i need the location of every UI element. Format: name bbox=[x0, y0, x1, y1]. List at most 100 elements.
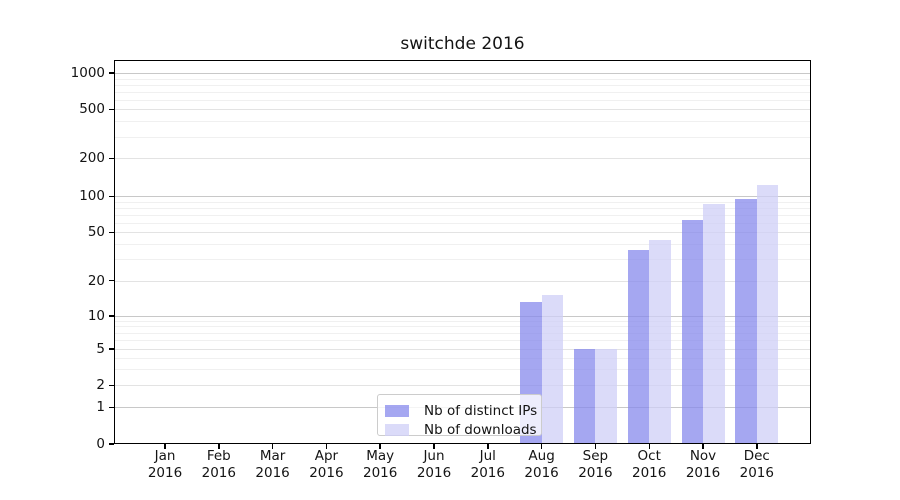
bar-oct-distinct-ips bbox=[627, 249, 650, 444]
y-axis-label-500: 500 bbox=[79, 101, 105, 118]
x-axis-label-feb: Feb 2016 bbox=[187, 448, 251, 481]
x-axis-label-year: 2016 bbox=[255, 464, 290, 481]
x-axis-label-month: Jul bbox=[479, 448, 496, 464]
gridline-y-3 bbox=[114, 369, 811, 371]
y-tick-1 bbox=[109, 406, 114, 409]
gridline-y-8 bbox=[114, 326, 811, 328]
gridline-y-90 bbox=[114, 201, 811, 203]
x-axis-label-month: Sep bbox=[582, 448, 609, 464]
x-tick-apr bbox=[325, 444, 328, 449]
y-axis-label-10: 10 bbox=[87, 307, 105, 324]
y-axis-label-20: 20 bbox=[87, 272, 105, 289]
y-axis-label-0: 0 bbox=[96, 436, 105, 452]
x-axis-label-jun: Jun 2016 bbox=[402, 448, 466, 481]
x-axis-label-month: Oct bbox=[637, 448, 661, 464]
gridline-y-30 bbox=[114, 259, 811, 261]
y-tick-50 bbox=[109, 231, 114, 234]
gridline-y-6 bbox=[114, 340, 811, 342]
x-axis-label-dec: Dec 2016 bbox=[725, 448, 789, 481]
y-tick-2 bbox=[109, 384, 114, 386]
gridline-y-50 bbox=[114, 232, 811, 234]
gridline-y-700 bbox=[114, 91, 811, 93]
x-tick-oct bbox=[648, 444, 650, 449]
x-tick-aug bbox=[540, 444, 543, 449]
x-axis-label-year: 2016 bbox=[685, 464, 721, 481]
x-axis-label-year: 2016 bbox=[309, 464, 344, 481]
x-tick-jul bbox=[487, 444, 489, 449]
legend: Nb of distinct IPs Nb of downloads bbox=[377, 394, 542, 438]
y-tick-1000 bbox=[109, 72, 114, 74]
y-tick-100 bbox=[109, 195, 114, 198]
gridline-y-40 bbox=[114, 244, 811, 246]
x-axis-label-month: Aug bbox=[528, 448, 555, 464]
x-axis-label-month: Jan bbox=[154, 448, 176, 464]
gridline-y-400 bbox=[114, 121, 811, 123]
x-axis-label-nov: Nov 2016 bbox=[671, 448, 735, 481]
x-axis-label-year: 2016 bbox=[632, 464, 667, 481]
y-tick-200 bbox=[109, 157, 114, 160]
y-axis-label-100: 100 bbox=[79, 188, 105, 205]
y-axis-label-2: 2 bbox=[96, 377, 105, 394]
x-tick-may bbox=[379, 444, 381, 449]
x-axis-label-month: Dec bbox=[743, 448, 770, 464]
gridline-y-60 bbox=[114, 222, 811, 224]
x-tick-jan bbox=[164, 444, 166, 449]
x-tick-mar bbox=[271, 444, 274, 449]
x-axis-label-month: Jun bbox=[423, 448, 445, 464]
bar-sep-downloads bbox=[595, 349, 617, 444]
y-axis-label-1000: 1000 bbox=[70, 65, 105, 81]
gridline-y-1000 bbox=[114, 73, 811, 74]
chart-title: switchde 2016 bbox=[400, 34, 525, 54]
y-axis-label-5: 5 bbox=[96, 341, 105, 357]
x-axis-label-year: 2016 bbox=[739, 464, 774, 481]
x-axis-label-year: 2016 bbox=[470, 464, 505, 481]
gridline-y-4 bbox=[114, 357, 811, 359]
gridline-y-100 bbox=[114, 196, 811, 198]
x-axis-label-oct: Oct 2016 bbox=[617, 448, 681, 481]
bar-dec-distinct-ips bbox=[735, 199, 757, 444]
gridline-y-300 bbox=[114, 136, 811, 138]
gridline-y-10 bbox=[114, 315, 811, 317]
x-axis-label-year: 2016 bbox=[147, 464, 183, 481]
y-tick-500 bbox=[109, 108, 114, 111]
gridline-y-5 bbox=[114, 349, 811, 350]
x-axis-label-year: 2016 bbox=[578, 464, 613, 481]
x-axis-label-mar: Mar 2016 bbox=[241, 448, 305, 481]
y-axis-label-1: 1 bbox=[96, 399, 105, 416]
gridline-y-70 bbox=[114, 214, 811, 216]
x-tick-feb bbox=[218, 444, 220, 449]
gridline-y-900 bbox=[114, 78, 811, 80]
x-axis-label-may: May 2016 bbox=[348, 448, 412, 481]
gridline-y-20 bbox=[114, 280, 811, 282]
x-tick-nov bbox=[702, 444, 704, 449]
legend-item-distinct-ips: Nb of distinct IPs bbox=[378, 401, 541, 420]
y-tick-20 bbox=[109, 279, 114, 282]
x-tick-sep bbox=[594, 444, 597, 449]
bar-dec-downloads bbox=[756, 185, 779, 444]
bar-nov-distinct-ips bbox=[681, 220, 703, 444]
gridline-y-600 bbox=[114, 99, 811, 101]
gridline-y-800 bbox=[114, 84, 811, 86]
y-tick-10 bbox=[109, 315, 114, 317]
x-axis-label-month: Feb bbox=[206, 448, 231, 464]
x-axis-label-month: May bbox=[366, 448, 395, 464]
y-axis-label-50: 50 bbox=[87, 224, 105, 241]
x-axis-label-jan: Jan 2016 bbox=[133, 448, 197, 481]
y-axis-label-200: 200 bbox=[79, 150, 105, 167]
bar-oct-downloads bbox=[649, 240, 671, 444]
x-axis-label-month: Nov bbox=[689, 448, 717, 464]
bar-aug-downloads bbox=[541, 295, 564, 444]
x-tick-dec bbox=[756, 444, 758, 449]
legend-label-downloads: Nb of downloads bbox=[424, 421, 537, 438]
x-axis-label-year: 2016 bbox=[524, 464, 559, 481]
x-axis-label-aug: Aug 2016 bbox=[510, 448, 574, 481]
x-axis-label-month: Mar bbox=[259, 448, 286, 464]
gridline-y-2 bbox=[114, 385, 811, 387]
y-tick-0 bbox=[109, 443, 114, 445]
gridline-y-200 bbox=[114, 158, 811, 160]
legend-swatch-distinct-ips bbox=[385, 404, 409, 417]
x-tick-jun bbox=[433, 444, 435, 449]
bar-nov-downloads bbox=[703, 203, 725, 444]
x-axis-label-apr: Apr 2016 bbox=[294, 448, 358, 481]
y-tick-5 bbox=[109, 348, 114, 350]
